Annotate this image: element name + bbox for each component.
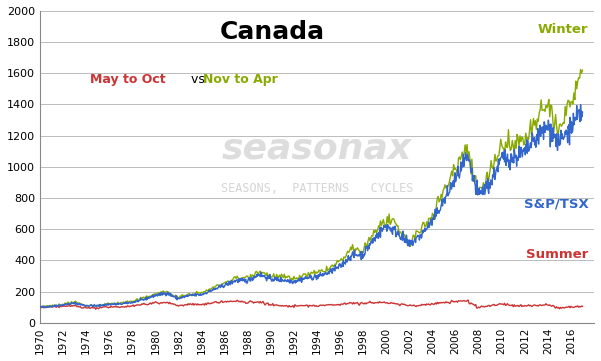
Text: Nov to Apr: Nov to Apr [203, 73, 278, 86]
Text: Winter: Winter [538, 23, 588, 36]
Text: S&P/TSX: S&P/TSX [523, 198, 588, 211]
Text: SEASONS,  PATTERNS   CYCLES: SEASONS, PATTERNS CYCLES [221, 182, 413, 195]
Text: May to Oct: May to Oct [90, 73, 165, 86]
Text: seasonax: seasonax [222, 131, 412, 165]
Text: Summer: Summer [526, 248, 588, 261]
Text: vs: vs [187, 73, 209, 86]
Text: Canada: Canada [220, 20, 325, 44]
